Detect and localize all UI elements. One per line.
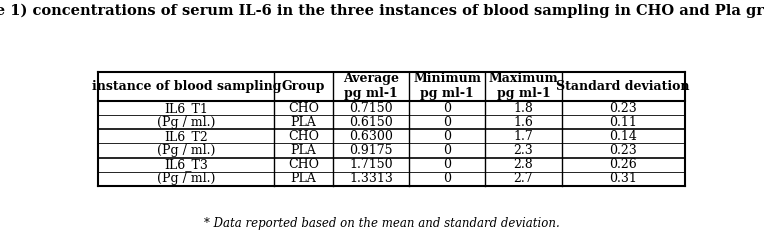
Text: 2.7: 2.7 bbox=[513, 172, 533, 185]
Text: 0: 0 bbox=[443, 116, 452, 129]
Text: 0: 0 bbox=[443, 158, 452, 171]
Text: CHO: CHO bbox=[288, 102, 319, 115]
Text: 0.26: 0.26 bbox=[609, 158, 637, 171]
Text: CHO: CHO bbox=[288, 158, 319, 171]
Text: 0.6300: 0.6300 bbox=[349, 130, 393, 143]
Text: 0.14: 0.14 bbox=[609, 130, 637, 143]
Text: PLA: PLA bbox=[291, 116, 316, 129]
Text: (Pg / ml.): (Pg / ml.) bbox=[157, 116, 215, 129]
Text: IL6_T2: IL6_T2 bbox=[164, 130, 209, 143]
Text: Minimum
pg ml-1: Minimum pg ml-1 bbox=[413, 72, 481, 100]
Text: 0.11: 0.11 bbox=[609, 116, 637, 129]
Text: 0.9175: 0.9175 bbox=[349, 144, 393, 157]
Text: Maximum
pg ml-1: Maximum pg ml-1 bbox=[488, 72, 558, 100]
Text: 1.7150: 1.7150 bbox=[349, 158, 393, 171]
Text: PLA: PLA bbox=[291, 172, 316, 185]
Text: 1.6: 1.6 bbox=[513, 116, 533, 129]
Text: Standard deviation: Standard deviation bbox=[556, 80, 690, 93]
Text: 1.3313: 1.3313 bbox=[349, 172, 393, 185]
Text: * Data reported based on the mean and standard deviation.: * Data reported based on the mean and st… bbox=[204, 217, 560, 230]
Text: IL6_T3: IL6_T3 bbox=[164, 158, 209, 171]
Text: 0: 0 bbox=[443, 130, 452, 143]
Text: 2.8: 2.8 bbox=[513, 158, 533, 171]
Text: instance of blood sampling: instance of blood sampling bbox=[92, 80, 281, 93]
Text: IL6_T1: IL6_T1 bbox=[164, 102, 209, 115]
Text: 2.3: 2.3 bbox=[513, 144, 533, 157]
Text: 0: 0 bbox=[443, 172, 452, 185]
Text: CHO: CHO bbox=[288, 130, 319, 143]
Text: 1.7: 1.7 bbox=[513, 130, 533, 143]
Text: Group: Group bbox=[282, 80, 325, 93]
Text: 0.23: 0.23 bbox=[609, 102, 637, 115]
Text: 1.8: 1.8 bbox=[513, 102, 533, 115]
Text: 0: 0 bbox=[443, 102, 452, 115]
Text: Average
pg ml-1: Average pg ml-1 bbox=[343, 72, 399, 100]
Text: PLA: PLA bbox=[291, 144, 316, 157]
Text: 0.6150: 0.6150 bbox=[349, 116, 393, 129]
Text: 0.23: 0.23 bbox=[609, 144, 637, 157]
Text: 0.7150: 0.7150 bbox=[349, 102, 393, 115]
Text: 0.31: 0.31 bbox=[609, 172, 637, 185]
Text: (Pg / ml.): (Pg / ml.) bbox=[157, 144, 215, 157]
Text: 0: 0 bbox=[443, 144, 452, 157]
Text: (Pg / ml.): (Pg / ml.) bbox=[157, 172, 215, 185]
Text: Table 1) concentrations of serum IL-6 in the three instances of blood sampling i: Table 1) concentrations of serum IL-6 in… bbox=[0, 4, 764, 18]
